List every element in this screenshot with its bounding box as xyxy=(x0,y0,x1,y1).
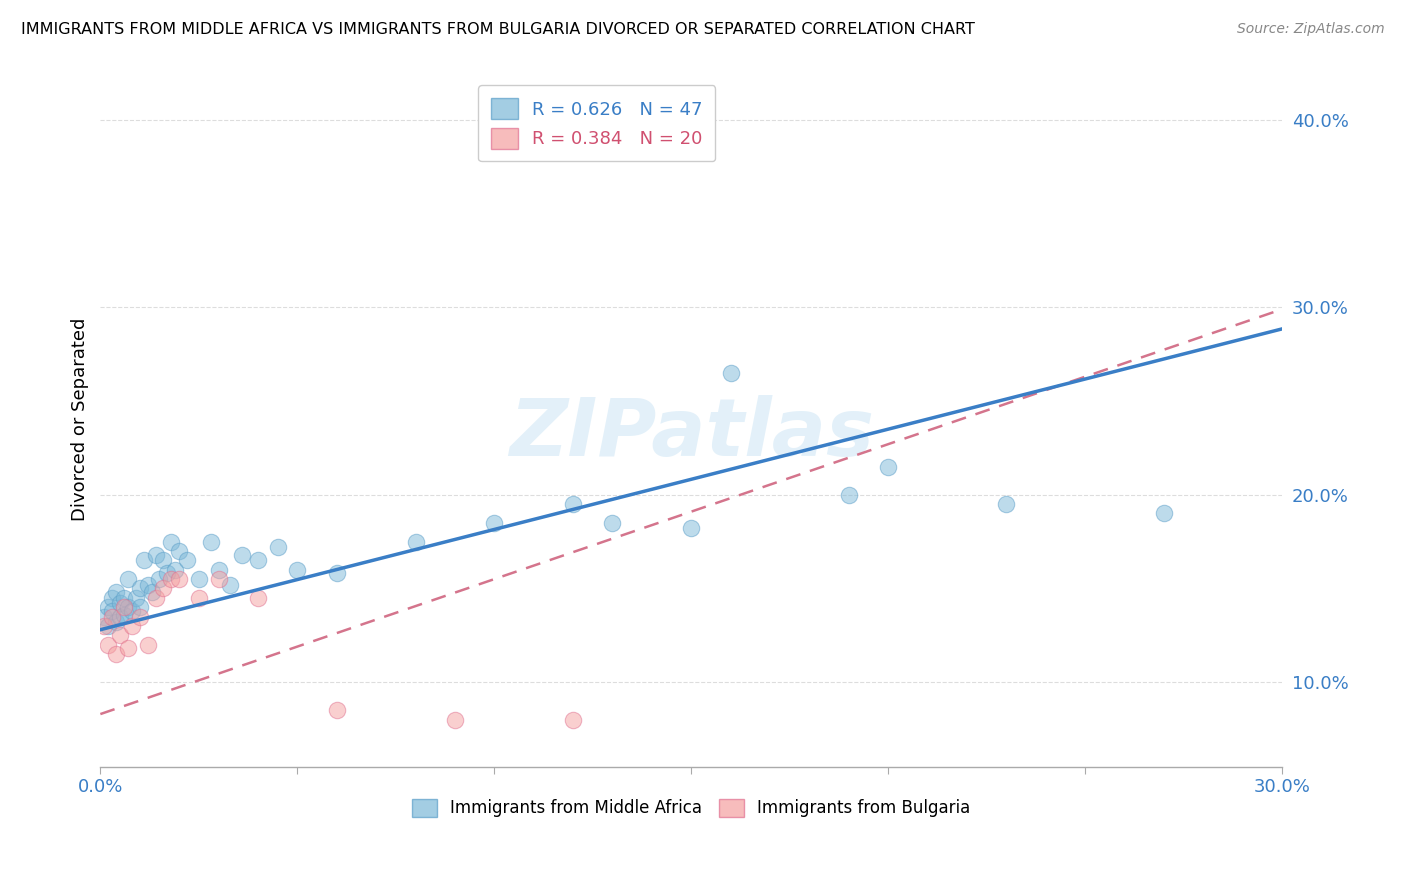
Point xyxy=(246,591,269,605)
Point xyxy=(101,609,124,624)
Point xyxy=(108,628,131,642)
Point xyxy=(97,619,120,633)
Point xyxy=(152,582,174,596)
Point xyxy=(121,619,143,633)
Point xyxy=(246,553,269,567)
Point xyxy=(602,516,624,530)
Point xyxy=(325,566,347,581)
Point xyxy=(136,578,159,592)
Point xyxy=(200,534,222,549)
Point xyxy=(128,600,150,615)
Point xyxy=(112,591,135,605)
Point xyxy=(136,638,159,652)
Point xyxy=(128,582,150,596)
Point xyxy=(117,600,139,615)
Point xyxy=(562,713,585,727)
Text: Source: ZipAtlas.com: Source: ZipAtlas.com xyxy=(1237,22,1385,37)
Point xyxy=(160,572,183,586)
Point xyxy=(187,591,209,605)
Point xyxy=(165,563,187,577)
Point xyxy=(105,585,128,599)
Point xyxy=(112,607,135,622)
Point xyxy=(484,516,506,530)
Point xyxy=(93,609,115,624)
Point xyxy=(266,540,288,554)
Point xyxy=(1153,507,1175,521)
Point xyxy=(108,609,131,624)
Point xyxy=(838,488,860,502)
Point xyxy=(156,566,179,581)
Point xyxy=(97,600,120,615)
Point xyxy=(187,572,209,586)
Point xyxy=(132,553,155,567)
Point xyxy=(720,366,742,380)
Point xyxy=(325,703,347,717)
Point xyxy=(125,591,148,605)
Point xyxy=(148,572,170,586)
Point xyxy=(285,563,308,577)
Point xyxy=(167,572,190,586)
Point xyxy=(562,497,585,511)
Y-axis label: Divorced or Separated: Divorced or Separated xyxy=(72,318,89,522)
Point xyxy=(995,497,1018,511)
Point xyxy=(93,619,115,633)
Point xyxy=(105,615,128,630)
Point xyxy=(105,647,128,661)
Point xyxy=(117,572,139,586)
Point xyxy=(101,604,124,618)
Point xyxy=(681,521,703,535)
Point xyxy=(97,638,120,652)
Point xyxy=(128,609,150,624)
Point xyxy=(108,597,131,611)
Point xyxy=(219,578,242,592)
Point xyxy=(167,544,190,558)
Point xyxy=(152,553,174,567)
Point xyxy=(112,600,135,615)
Point xyxy=(145,548,167,562)
Text: ZIPatlas: ZIPatlas xyxy=(509,394,873,473)
Point xyxy=(121,604,143,618)
Point xyxy=(160,534,183,549)
Point xyxy=(141,585,163,599)
Legend: Immigrants from Middle Africa, Immigrants from Bulgaria: Immigrants from Middle Africa, Immigrant… xyxy=(405,792,977,824)
Text: IMMIGRANTS FROM MIDDLE AFRICA VS IMMIGRANTS FROM BULGARIA DIVORCED OR SEPARATED : IMMIGRANTS FROM MIDDLE AFRICA VS IMMIGRA… xyxy=(21,22,974,37)
Point xyxy=(231,548,253,562)
Point xyxy=(405,534,427,549)
Point xyxy=(877,459,900,474)
Point xyxy=(145,591,167,605)
Point xyxy=(207,563,229,577)
Point xyxy=(207,572,229,586)
Point xyxy=(176,553,198,567)
Point xyxy=(117,641,139,656)
Point xyxy=(101,591,124,605)
Point xyxy=(444,713,467,727)
